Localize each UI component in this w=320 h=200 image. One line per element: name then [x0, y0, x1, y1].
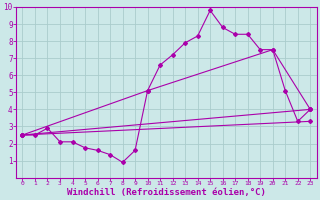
X-axis label: Windchill (Refroidissement éolien,°C): Windchill (Refroidissement éolien,°C): [67, 188, 266, 197]
